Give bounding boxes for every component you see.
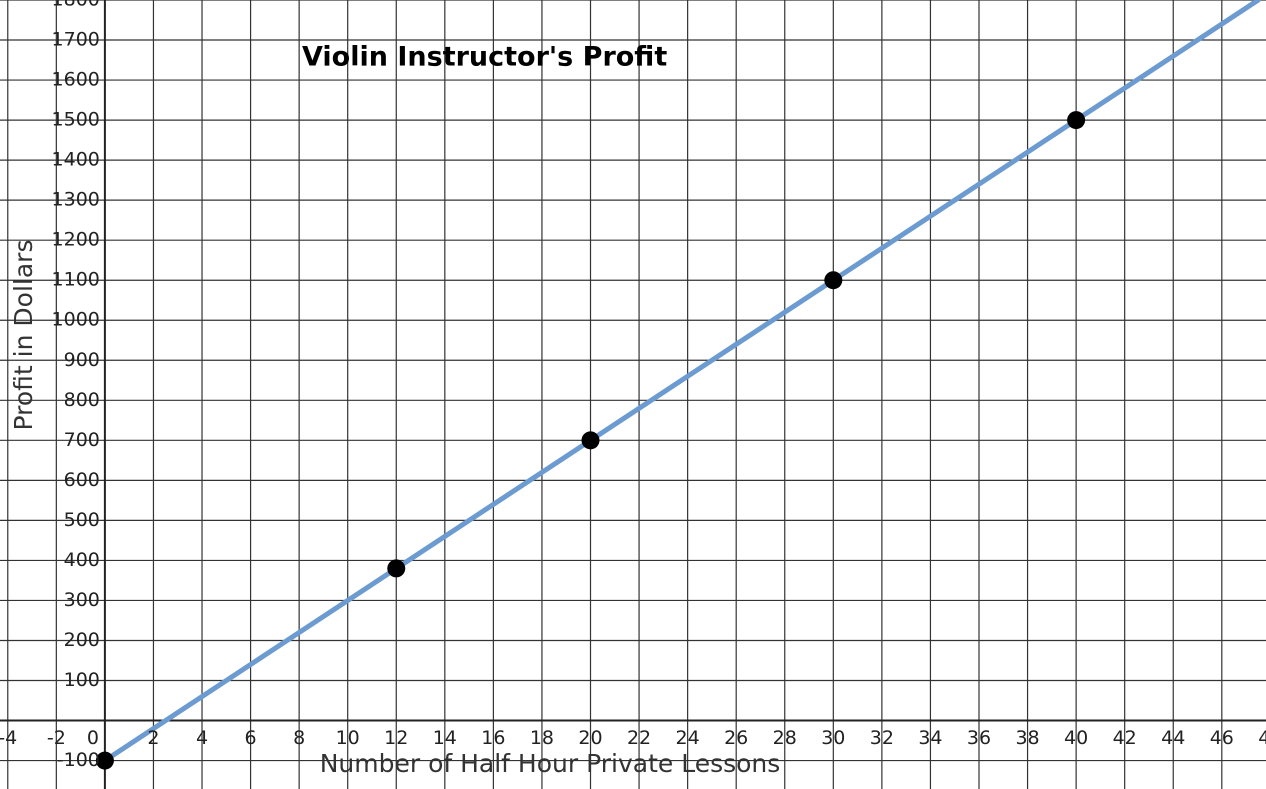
- x-tick-label: 40: [1064, 727, 1088, 749]
- y-axis-label: Profit in Dollars: [9, 240, 38, 431]
- y-tick-label: 400: [64, 549, 100, 571]
- y-tick-label: 700: [64, 429, 100, 451]
- y-tick-label: 500: [64, 509, 100, 531]
- x-tick-label: 36: [967, 727, 991, 749]
- y-tick-label: 1200: [52, 229, 100, 251]
- x-tick-label: 16: [481, 727, 505, 749]
- x-tick-label: 14: [433, 727, 457, 749]
- x-tick-label: 10: [336, 727, 360, 749]
- y-tick-label: 1000: [52, 309, 100, 331]
- y-tick-label: 200: [64, 629, 100, 651]
- y-tick-label: 600: [64, 469, 100, 491]
- y-tick-label: 300: [64, 589, 100, 611]
- y-tick-label: 800: [64, 389, 100, 411]
- x-tick-label: 38: [1015, 727, 1039, 749]
- x-tick-label: -4: [0, 727, 17, 749]
- x-tick-label: 18: [530, 727, 554, 749]
- x-tick-label: 12: [384, 727, 408, 749]
- x-tick-label: 30: [821, 727, 845, 749]
- x-tick-label: 34: [918, 727, 942, 749]
- x-tick-label: 20: [578, 727, 602, 749]
- x-tick-label: 32: [870, 727, 894, 749]
- y-tick-label: 1400: [52, 149, 100, 171]
- y-tick-label: 1800: [52, 0, 100, 11]
- y-tick-label: 1600: [52, 69, 100, 91]
- x-tick-label: 46: [1210, 727, 1234, 749]
- x-tick-label: 48: [1258, 727, 1266, 749]
- y-tick-label: 100: [64, 669, 100, 691]
- data-point: [1067, 111, 1086, 130]
- data-point: [387, 559, 406, 578]
- y-tick-label: 1300: [52, 189, 100, 211]
- x-tick-label: 26: [724, 727, 748, 749]
- y-tick-label: -100: [57, 749, 100, 771]
- x-tick-label: 24: [676, 727, 700, 749]
- y-tick-label: 1100: [52, 269, 100, 291]
- x-tick-label: 44: [1161, 727, 1185, 749]
- x-tick-label: 0: [87, 727, 99, 749]
- y-tick-label: 1700: [52, 29, 100, 51]
- x-tick-label: -2: [47, 727, 66, 749]
- x-tick-label: 6: [245, 727, 257, 749]
- data-point: [824, 271, 843, 290]
- x-tick-label: 42: [1113, 727, 1137, 749]
- x-tick-label: 28: [773, 727, 797, 749]
- data-point: [581, 431, 600, 450]
- x-tick-label: 8: [293, 727, 305, 749]
- y-tick-label: 900: [64, 349, 100, 371]
- x-tick-label: 4: [196, 727, 208, 749]
- x-axis-label: Number of Half Hour Private Lessons: [320, 749, 781, 778]
- x-tick-label: 2: [147, 727, 159, 749]
- x-tick-label: 22: [627, 727, 651, 749]
- chart-title: Violin Instructor's Profit: [302, 42, 667, 73]
- y-tick-label: 1500: [52, 109, 100, 131]
- data-point: [95, 751, 114, 770]
- data-line: [102, 0, 1261, 764]
